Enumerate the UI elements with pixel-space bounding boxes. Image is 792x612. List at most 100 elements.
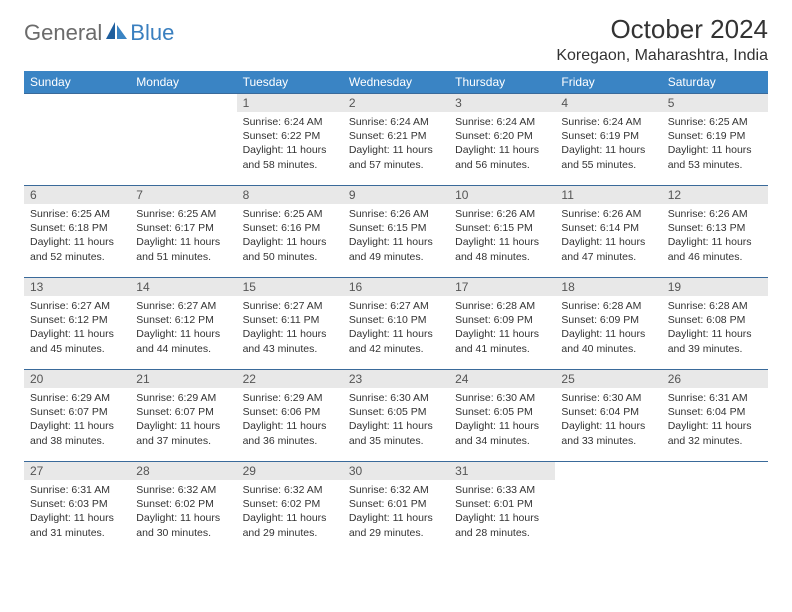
day-number: 20 [24,370,130,388]
day-number: 6 [24,186,130,204]
day-number: 19 [662,278,768,296]
calendar-cell: 15Sunrise: 6:27 AMSunset: 6:11 PMDayligh… [237,278,343,370]
day-content: Sunrise: 6:28 AMSunset: 6:09 PMDaylight:… [449,296,555,362]
calendar-cell: 26Sunrise: 6:31 AMSunset: 6:04 PMDayligh… [662,370,768,462]
calendar-cell [130,94,236,186]
title-block: October 2024 Koregaon, Maharashtra, Indi… [556,14,768,65]
day-number: 21 [130,370,236,388]
day-number: 5 [662,94,768,112]
day-content: Sunrise: 6:29 AMSunset: 6:07 PMDaylight:… [130,388,236,454]
day-number: 23 [343,370,449,388]
day-content: Sunrise: 6:30 AMSunset: 6:04 PMDaylight:… [555,388,661,454]
day-content: Sunrise: 6:24 AMSunset: 6:21 PMDaylight:… [343,112,449,178]
day-content: Sunrise: 6:26 AMSunset: 6:15 PMDaylight:… [449,204,555,270]
calendar-cell: 27Sunrise: 6:31 AMSunset: 6:03 PMDayligh… [24,462,130,554]
day-number: 30 [343,462,449,480]
day-number: 14 [130,278,236,296]
day-content: Sunrise: 6:27 AMSunset: 6:12 PMDaylight:… [130,296,236,362]
day-number: 16 [343,278,449,296]
day-number: 22 [237,370,343,388]
day-content: Sunrise: 6:25 AMSunset: 6:16 PMDaylight:… [237,204,343,270]
day-number: 10 [449,186,555,204]
calendar-cell: 21Sunrise: 6:29 AMSunset: 6:07 PMDayligh… [130,370,236,462]
day-number: 1 [237,94,343,112]
day-content: Sunrise: 6:24 AMSunset: 6:20 PMDaylight:… [449,112,555,178]
day-content: Sunrise: 6:27 AMSunset: 6:12 PMDaylight:… [24,296,130,362]
day-content: Sunrise: 6:26 AMSunset: 6:14 PMDaylight:… [555,204,661,270]
calendar-cell: 8Sunrise: 6:25 AMSunset: 6:16 PMDaylight… [237,186,343,278]
day-number: 7 [130,186,236,204]
weekday-header: Friday [555,71,661,94]
calendar-cell [662,462,768,554]
day-number: 3 [449,94,555,112]
day-content: Sunrise: 6:32 AMSunset: 6:02 PMDaylight:… [237,480,343,546]
day-content: Sunrise: 6:31 AMSunset: 6:04 PMDaylight:… [662,388,768,454]
calendar-row: 20Sunrise: 6:29 AMSunset: 6:07 PMDayligh… [24,370,768,462]
day-content: Sunrise: 6:24 AMSunset: 6:22 PMDaylight:… [237,112,343,178]
day-number [130,94,236,112]
day-number: 13 [24,278,130,296]
weekday-header: Saturday [662,71,768,94]
day-number: 4 [555,94,661,112]
day-number [555,462,661,480]
calendar-cell: 2Sunrise: 6:24 AMSunset: 6:21 PMDaylight… [343,94,449,186]
weekday-header: Tuesday [237,71,343,94]
calendar-cell: 4Sunrise: 6:24 AMSunset: 6:19 PMDaylight… [555,94,661,186]
day-content: Sunrise: 6:25 AMSunset: 6:19 PMDaylight:… [662,112,768,178]
day-number: 15 [237,278,343,296]
day-number: 8 [237,186,343,204]
calendar-cell: 18Sunrise: 6:28 AMSunset: 6:09 PMDayligh… [555,278,661,370]
month-title: October 2024 [556,14,768,45]
calendar-cell: 1Sunrise: 6:24 AMSunset: 6:22 PMDaylight… [237,94,343,186]
day-content [555,480,661,489]
weekday-header: Thursday [449,71,555,94]
day-content: Sunrise: 6:31 AMSunset: 6:03 PMDaylight:… [24,480,130,546]
day-content: Sunrise: 6:30 AMSunset: 6:05 PMDaylight:… [449,388,555,454]
day-content: Sunrise: 6:25 AMSunset: 6:18 PMDaylight:… [24,204,130,270]
calendar-row: 13Sunrise: 6:27 AMSunset: 6:12 PMDayligh… [24,278,768,370]
calendar-cell: 9Sunrise: 6:26 AMSunset: 6:15 PMDaylight… [343,186,449,278]
day-content: Sunrise: 6:25 AMSunset: 6:17 PMDaylight:… [130,204,236,270]
day-content [662,480,768,489]
calendar-page: General Blue October 2024 Koregaon, Maha… [0,0,792,568]
day-number [24,94,130,112]
day-number: 28 [130,462,236,480]
day-content: Sunrise: 6:32 AMSunset: 6:02 PMDaylight:… [130,480,236,546]
day-number: 9 [343,186,449,204]
weekday-header: Wednesday [343,71,449,94]
day-number: 17 [449,278,555,296]
calendar-cell: 17Sunrise: 6:28 AMSunset: 6:09 PMDayligh… [449,278,555,370]
day-number: 12 [662,186,768,204]
day-content: Sunrise: 6:30 AMSunset: 6:05 PMDaylight:… [343,388,449,454]
day-content: Sunrise: 6:26 AMSunset: 6:13 PMDaylight:… [662,204,768,270]
day-number: 26 [662,370,768,388]
calendar-row: 27Sunrise: 6:31 AMSunset: 6:03 PMDayligh… [24,462,768,554]
calendar-cell: 28Sunrise: 6:32 AMSunset: 6:02 PMDayligh… [130,462,236,554]
calendar-cell: 25Sunrise: 6:30 AMSunset: 6:04 PMDayligh… [555,370,661,462]
calendar-cell: 23Sunrise: 6:30 AMSunset: 6:05 PMDayligh… [343,370,449,462]
day-number: 27 [24,462,130,480]
day-content: Sunrise: 6:28 AMSunset: 6:08 PMDaylight:… [662,296,768,362]
day-content [130,112,236,121]
day-content: Sunrise: 6:28 AMSunset: 6:09 PMDaylight:… [555,296,661,362]
logo-text-blue: Blue [130,20,174,46]
day-content: Sunrise: 6:33 AMSunset: 6:01 PMDaylight:… [449,480,555,546]
calendar-cell: 20Sunrise: 6:29 AMSunset: 6:07 PMDayligh… [24,370,130,462]
location: Koregaon, Maharashtra, India [556,47,768,65]
day-content: Sunrise: 6:27 AMSunset: 6:10 PMDaylight:… [343,296,449,362]
day-content: Sunrise: 6:29 AMSunset: 6:07 PMDaylight:… [24,388,130,454]
day-number: 25 [555,370,661,388]
calendar-cell: 16Sunrise: 6:27 AMSunset: 6:10 PMDayligh… [343,278,449,370]
calendar-row: 1Sunrise: 6:24 AMSunset: 6:22 PMDaylight… [24,94,768,186]
calendar-cell [555,462,661,554]
day-content: Sunrise: 6:27 AMSunset: 6:11 PMDaylight:… [237,296,343,362]
day-number: 11 [555,186,661,204]
calendar-cell: 6Sunrise: 6:25 AMSunset: 6:18 PMDaylight… [24,186,130,278]
calendar-cell: 13Sunrise: 6:27 AMSunset: 6:12 PMDayligh… [24,278,130,370]
weekday-header: Sunday [24,71,130,94]
logo-text-general: General [24,20,102,46]
calendar-cell: 5Sunrise: 6:25 AMSunset: 6:19 PMDaylight… [662,94,768,186]
calendar-cell [24,94,130,186]
weekday-header: Monday [130,71,236,94]
day-content: Sunrise: 6:26 AMSunset: 6:15 PMDaylight:… [343,204,449,270]
